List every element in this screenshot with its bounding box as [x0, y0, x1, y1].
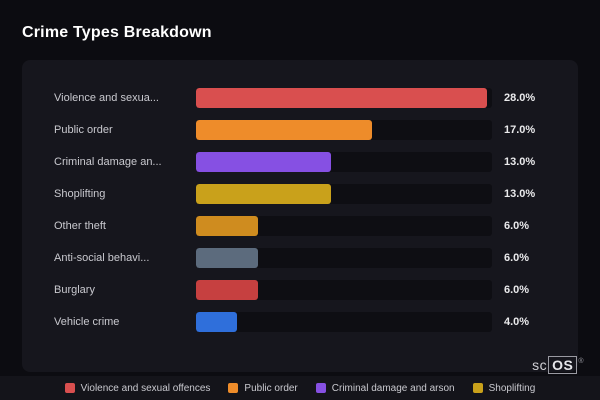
bar-track: [196, 248, 492, 268]
bar-track: [196, 216, 492, 236]
bar-track: [196, 120, 492, 140]
legend-label: Public order: [244, 382, 298, 394]
bar-fill: [196, 248, 259, 268]
logo-prefix: sc: [532, 357, 548, 373]
bar-rows: Violence and sexua... 28.0% Public order 17…: [22, 60, 578, 338]
legend-label: Violence and sexual offences: [80, 382, 211, 394]
legend-item[interactable]: Shoplifting: [472, 382, 536, 394]
category-label: Shoplifting: [54, 188, 106, 200]
legend-swatch-icon: [228, 383, 239, 393]
legend-label: Criminal damage and arson: [331, 382, 455, 394]
bar-track: [196, 280, 492, 300]
bar-row: Anti-social behavi... 6.0%: [54, 242, 552, 274]
value-label: 4.0%: [504, 316, 530, 328]
bar-row: Public order 17.0%: [54, 114, 552, 146]
bar-row: Burglary 6.0%: [54, 274, 552, 306]
legend-item[interactable]: Public order: [228, 382, 298, 394]
bar-fill: [196, 280, 259, 300]
bar-track: [196, 88, 492, 108]
legend-swatch-icon: [472, 383, 483, 393]
bar-track: [196, 312, 492, 332]
logo-os-box: OS: [548, 356, 578, 374]
legend-item[interactable]: Violence and sexual offences: [64, 382, 211, 394]
bar-row: Vehicle crime 4.0%: [54, 306, 552, 338]
value-label: 6.0%: [504, 220, 530, 232]
legend-label: Shoplifting: [488, 382, 536, 394]
category-label: Public order: [54, 124, 113, 136]
category-label: Other theft: [54, 220, 106, 232]
bar-fill: [196, 88, 487, 108]
bar-track: [196, 184, 492, 204]
bar-fill: [196, 216, 259, 236]
legend-item[interactable]: Criminal damage and arson: [315, 382, 455, 394]
category-label: Criminal damage an...: [54, 156, 162, 168]
value-label: 6.0%: [504, 284, 530, 296]
chart-legend: Violence and sexual offences Public order…: [0, 376, 600, 400]
bar-fill: [196, 152, 331, 172]
scos-logo: sc OS ®: [532, 356, 584, 374]
bar-track: [196, 152, 492, 172]
registered-mark-icon: ®: [578, 357, 584, 365]
bar-fill: [196, 120, 373, 140]
value-label: 13.0%: [504, 156, 536, 168]
value-label: 6.0%: [504, 252, 530, 264]
legend-swatch-icon: [315, 383, 326, 393]
bar-fill: [196, 312, 238, 332]
value-label: 17.0%: [504, 124, 536, 136]
category-label: Burglary: [54, 284, 95, 296]
bar-row: Criminal damage an... 13.0%: [54, 146, 552, 178]
bar-row: Shoplifting 13.0%: [54, 178, 552, 210]
category-label: Violence and sexua...: [54, 92, 159, 104]
value-label: 28.0%: [504, 92, 536, 104]
category-label: Vehicle crime: [54, 316, 120, 328]
chart-panel: Violence and sexua... 28.0% Public order 17…: [22, 60, 578, 372]
bar-row: Violence and sexua... 28.0%: [54, 82, 552, 114]
page-title: Crime Types Breakdown: [22, 24, 212, 41]
legend-swatch-icon: [64, 383, 75, 393]
bar-fill: [196, 184, 331, 204]
bar-row: Other theft 6.0%: [54, 210, 552, 242]
value-label: 13.0%: [504, 188, 536, 200]
category-label: Anti-social behavi...: [54, 252, 150, 264]
